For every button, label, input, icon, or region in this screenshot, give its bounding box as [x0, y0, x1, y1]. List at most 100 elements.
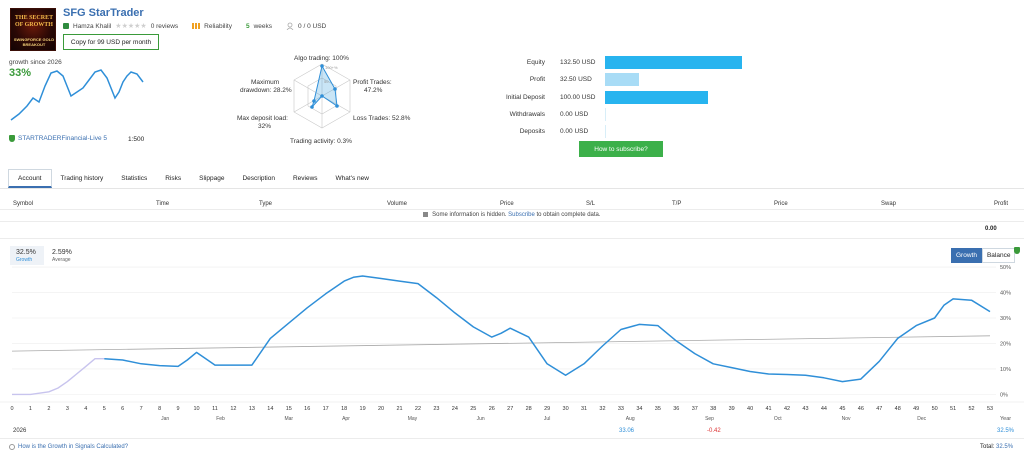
country-flag-icon [63, 23, 69, 29]
y-tick-label: 10% [1000, 367, 1011, 373]
y-tick-label: 50% [1000, 265, 1011, 271]
x-tick-label: 46 [858, 406, 864, 412]
chart-mode-toggle: Growth Balance [951, 248, 1016, 263]
x-tick-label: 37 [692, 406, 698, 412]
average-stat-value: 2.59% [52, 249, 72, 256]
x-tick-label: 29 [544, 406, 550, 412]
x-tick-label: 40 [747, 406, 753, 412]
tab-account[interactable]: Account [8, 169, 52, 188]
x-tick-label: 17 [323, 406, 329, 412]
balance-mode-button[interactable]: Balance [981, 248, 1016, 263]
author-name[interactable]: Hamza Khalil [73, 22, 112, 30]
x-tick-label: 3 [66, 406, 69, 412]
month-label: Oct [774, 416, 782, 422]
table-row-divider [0, 221, 1024, 222]
reliability-icon [192, 23, 201, 29]
month-label: Jul [544, 416, 550, 422]
leverage: 1:500 [128, 136, 145, 143]
how-to-subscribe-button[interactable]: How to subscribe? [579, 141, 663, 157]
x-tick-label: 12 [230, 406, 236, 412]
x-tick-label: 26 [489, 406, 495, 412]
month-label: Jan [161, 416, 169, 422]
x-tick-label: 0 [10, 406, 13, 412]
col-volume: Volume [387, 201, 408, 207]
x-tick-label: 45 [839, 406, 845, 412]
fin-bar [605, 125, 606, 139]
x-tick-label: 11 [212, 406, 218, 412]
fin-label: Profit [529, 76, 545, 84]
x-tick-label: 9 [177, 406, 180, 412]
growth-calc-help[interactable]: How is the Growth in Signals Calculated? [9, 444, 128, 450]
fin-bar [605, 56, 742, 69]
x-tick-label: 16 [304, 406, 310, 412]
tab-trading-history[interactable]: Trading history [60, 175, 104, 182]
reviews-count[interactable]: 0 reviews [150, 22, 179, 30]
x-tick-label: 5 [103, 406, 106, 412]
x-tick-label: 32 [599, 406, 605, 412]
x-tick-label: 35 [655, 406, 661, 412]
tab-slippage[interactable]: Slippage [199, 175, 225, 182]
tab-statistics[interactable]: Statistics [121, 175, 148, 182]
subscribe-link[interactable]: Subscribe [508, 212, 535, 219]
x-tick-label: 15 [286, 406, 292, 412]
tab-description[interactable]: Description [242, 175, 275, 182]
weeks-number: 5 [245, 22, 250, 30]
growth-stat-tab[interactable]: 32.5% Growth [10, 246, 44, 265]
growth-since-value: 33% [9, 67, 32, 79]
tab-whats-new[interactable]: What's new [335, 175, 369, 182]
fin-value: 0.00 USD [560, 128, 589, 136]
radar-algo-trading: Algo trading: 100% [294, 55, 349, 62]
radar-profit-trades-2: 47.2% [364, 87, 383, 94]
subscribers-funds: 0 / 0 USD [298, 22, 327, 30]
mini-growth-sparkline [10, 69, 144, 121]
signal-avatar: THE SECRET OF GROWTH SWINGFORCE GOLD BRE… [10, 8, 56, 51]
hidden-text-1: Some information is hidden. [432, 212, 507, 219]
x-tick-label: 6 [121, 406, 124, 412]
fin-label: Withdrawals [509, 110, 545, 118]
signal-title[interactable]: SFG StarTrader [63, 7, 144, 19]
aug-value-cell: 33.06 [619, 428, 635, 434]
x-tick-label: 51 [950, 406, 956, 412]
fin-label: Initial Deposit [505, 93, 545, 101]
growth-mode-button[interactable]: Growth [951, 248, 982, 263]
total-label: Total: [980, 444, 995, 450]
x-tick-label: 1 [29, 406, 32, 412]
radar-chart: 100+% 50 [293, 63, 351, 129]
broker-server[interactable]: STARTRADERFinancial-Live 5 [9, 135, 107, 142]
tab-risks[interactable]: Risks [165, 175, 182, 182]
month-label: Jun [477, 416, 485, 422]
x-tick-label: 25 [470, 406, 476, 412]
x-tick-label: 8 [158, 406, 161, 412]
x-tick-label: 20 [378, 406, 384, 412]
x-tick-label: 48 [895, 406, 901, 412]
month-label: Apr [342, 416, 350, 422]
x-tick-label: 52 [968, 406, 974, 412]
fin-bar [605, 107, 606, 121]
weeks-label: weeks [253, 22, 273, 30]
fin-value: 0.00 USD [560, 110, 589, 118]
col-symbol: Symbol [13, 201, 34, 207]
x-tick-label: 39 [729, 406, 735, 412]
col-price-close: Price [774, 201, 788, 207]
x-tick-label: 34 [636, 406, 642, 412]
growth-stat-label: Growth [16, 257, 33, 263]
tab-reviews[interactable]: Reviews [292, 175, 318, 182]
avatar-text-bottom: SWINGFORCE GOLD BREAKOUT [13, 37, 55, 47]
fin-value: 32.50 USD [560, 76, 592, 84]
x-tick-label: 7 [140, 406, 143, 412]
x-tick-label: 24 [452, 406, 458, 412]
year-total-cell: 32.5% [997, 428, 1015, 434]
month-label: Dec [917, 416, 926, 422]
radar-drawdown-2: drawdown: 28.2% [240, 87, 292, 94]
growth-calc-link[interactable]: How is the Growth in Signals Calculated? [18, 444, 129, 450]
growth-since-label: growth since 2026 [9, 59, 62, 66]
broker-name[interactable]: STARTRADERFinancial-Live 5 [18, 135, 107, 142]
col-time: Time [156, 201, 170, 207]
help-icon [9, 444, 15, 450]
trend-line [11, 335, 991, 352]
copy-button[interactable]: Copy for 99 USD per month [63, 34, 159, 50]
x-tick-label: 53 [987, 406, 993, 412]
y-tick-label: 40% [1000, 291, 1011, 297]
fin-label: Deposits [519, 128, 545, 136]
radar-deposit-load-1: Max deposit load: [237, 115, 288, 122]
